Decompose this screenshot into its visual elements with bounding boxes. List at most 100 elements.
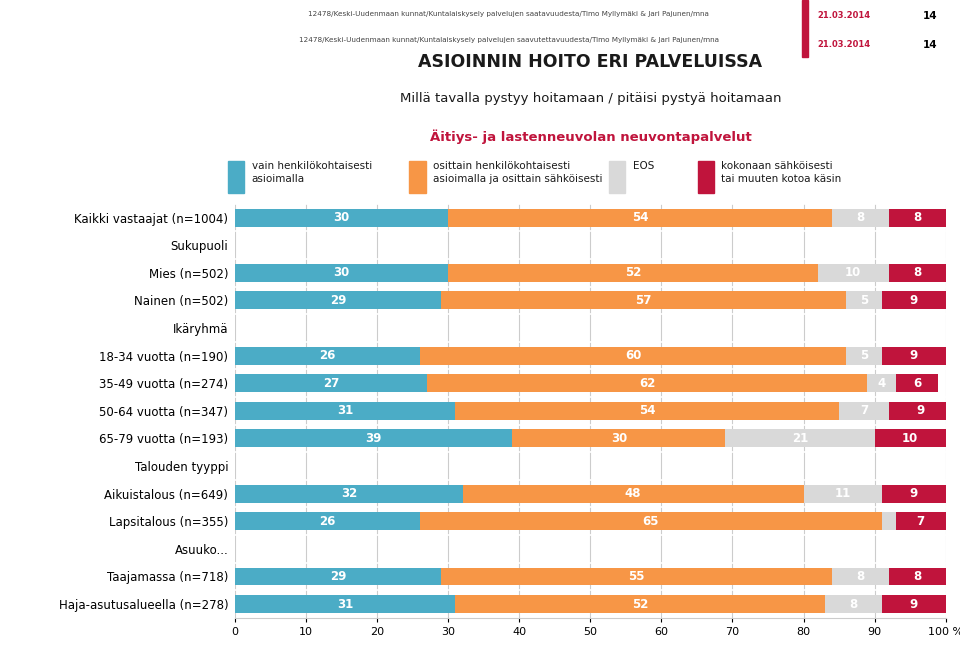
Text: EOS: EOS (633, 161, 654, 171)
Text: 5: 5 (860, 349, 868, 362)
Bar (409, 161, 425, 193)
Bar (868, 374, 896, 392)
Bar (889, 568, 946, 585)
Bar (235, 264, 448, 282)
Text: kokonaan sähköisesti
tai muuten kotoa käsin: kokonaan sähköisesti tai muuten kotoa kä… (721, 161, 842, 184)
Text: 52: 52 (632, 598, 648, 611)
Bar (896, 374, 939, 392)
Bar (881, 595, 946, 613)
Text: 9: 9 (909, 487, 918, 500)
Text: 7: 7 (860, 404, 868, 418)
Text: 8: 8 (913, 267, 922, 279)
Text: 52: 52 (625, 267, 641, 279)
Text: 31: 31 (337, 598, 353, 611)
Text: Äitiys- ja lastenneuvolan neuvontapalvelut: Äitiys- ja lastenneuvolan neuvontapalvel… (429, 129, 752, 144)
Bar (881, 347, 946, 365)
Text: 29: 29 (330, 570, 347, 583)
Text: 57: 57 (636, 294, 652, 307)
Text: 12478/Keski-Uudenmaan kunnat/Kuntalaiskysely palvelujen saatavuudesta/Timo Mylly: 12478/Keski-Uudenmaan kunnat/Kuntalaisky… (308, 11, 709, 17)
Bar (881, 512, 896, 530)
Bar (839, 402, 889, 420)
Bar (420, 347, 846, 365)
Bar (881, 291, 946, 309)
Text: 12478/Keski-Uudenmaan kunnat/Kuntalaiskysely palvelujen saavutettavuudesta/Timo : 12478/Keski-Uudenmaan kunnat/Kuntalaisky… (299, 37, 719, 43)
Bar (513, 430, 726, 448)
Bar (889, 208, 946, 226)
Text: 29: 29 (330, 294, 347, 307)
Bar (235, 374, 427, 392)
Bar (235, 208, 448, 226)
Bar (235, 485, 463, 502)
Bar (448, 264, 818, 282)
Bar (235, 402, 455, 420)
Text: Millä tavalla pystyy hoitamaan / pitäisi pystyä hoitamaan: Millä tavalla pystyy hoitamaan / pitäisi… (399, 92, 781, 105)
Bar (235, 347, 420, 365)
Text: 54: 54 (639, 404, 656, 418)
Text: 8: 8 (850, 598, 857, 611)
Bar (448, 208, 832, 226)
Bar (609, 161, 625, 193)
Text: 30: 30 (611, 432, 627, 445)
Bar (875, 430, 946, 448)
Bar (235, 512, 420, 530)
Text: 21.03.2014: 21.03.2014 (817, 11, 871, 20)
Text: taloustutkimus oy: taloustutkimus oy (26, 17, 190, 33)
Text: 21: 21 (792, 432, 808, 445)
Text: 6: 6 (913, 377, 922, 389)
Bar (455, 402, 839, 420)
Bar (881, 485, 946, 502)
Text: 21.03.2014: 21.03.2014 (817, 39, 871, 49)
Text: vain henkilökohtaisesti
asioimalla: vain henkilökohtaisesti asioimalla (252, 161, 372, 184)
Text: 60: 60 (625, 349, 641, 362)
Bar (235, 595, 455, 613)
Bar (726, 430, 875, 448)
Bar (698, 161, 714, 193)
Text: 32: 32 (341, 487, 357, 500)
Text: 9: 9 (917, 404, 924, 418)
Text: 11: 11 (834, 487, 851, 500)
Bar (442, 291, 846, 309)
Bar (818, 264, 889, 282)
Text: 8: 8 (913, 211, 922, 224)
Text: 14: 14 (923, 11, 938, 21)
Text: 9: 9 (909, 598, 918, 611)
Bar (802, 0, 808, 57)
Bar (455, 595, 825, 613)
Text: 9: 9 (909, 349, 918, 362)
Bar (889, 402, 952, 420)
Text: 54: 54 (632, 211, 648, 224)
Text: 65: 65 (642, 515, 659, 528)
Text: 7: 7 (917, 515, 924, 528)
Text: 55: 55 (629, 570, 645, 583)
Bar (235, 430, 513, 448)
Bar (463, 485, 804, 502)
Bar (442, 568, 832, 585)
Text: 31: 31 (337, 404, 353, 418)
Text: 8: 8 (856, 570, 864, 583)
Bar (896, 512, 946, 530)
Text: 48: 48 (625, 487, 641, 500)
Text: 30: 30 (334, 211, 349, 224)
Text: ASIOINNIN HOITO ERI PALVELUISSA: ASIOINNIN HOITO ERI PALVELUISSA (419, 53, 762, 71)
Bar (420, 512, 881, 530)
Bar (832, 208, 889, 226)
Text: 8: 8 (913, 570, 922, 583)
Text: 62: 62 (639, 377, 656, 389)
Text: 10: 10 (902, 432, 918, 445)
Text: 26: 26 (320, 349, 336, 362)
Text: 26: 26 (320, 515, 336, 528)
Text: 39: 39 (366, 432, 382, 445)
Bar (235, 291, 442, 309)
Text: 14: 14 (923, 39, 938, 49)
Bar (832, 568, 889, 585)
Bar (846, 291, 881, 309)
Bar (228, 161, 245, 193)
Text: osittain henkilökohtaisesti
asioimalla ja osittain sähköisesti: osittain henkilökohtaisesti asioimalla j… (433, 161, 603, 184)
Text: 9: 9 (909, 294, 918, 307)
Text: 27: 27 (323, 377, 339, 389)
Bar (846, 347, 881, 365)
Text: 10: 10 (845, 267, 861, 279)
Text: 8: 8 (856, 211, 864, 224)
Text: 4: 4 (877, 377, 886, 389)
Bar (427, 374, 868, 392)
